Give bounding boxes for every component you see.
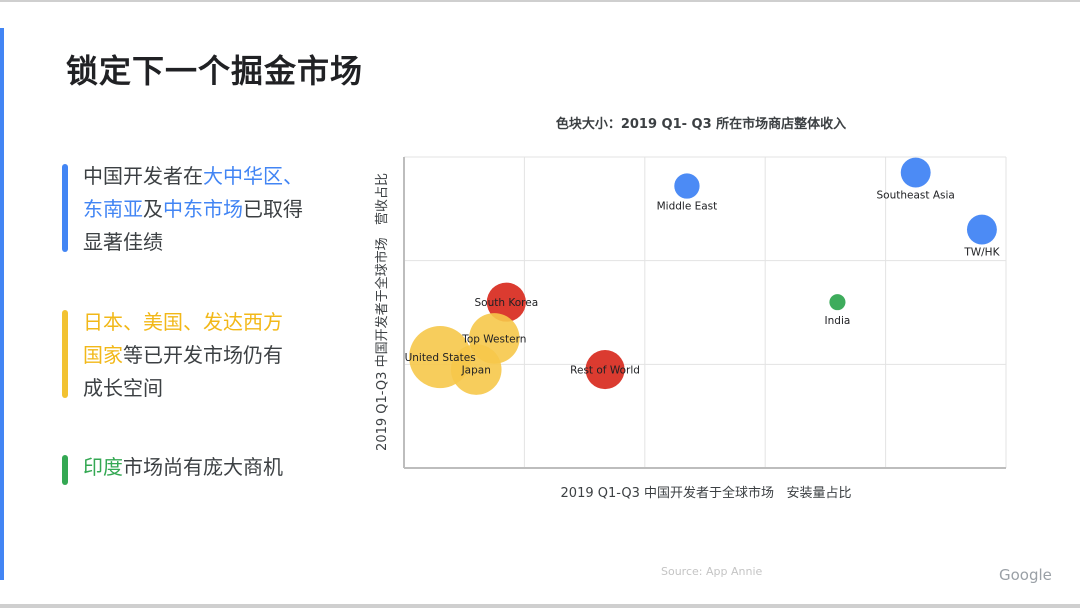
bubble-india	[829, 294, 846, 311]
point-label: United States	[405, 352, 476, 364]
chart-grid	[403, 156, 1007, 469]
bullet-segment: 成长空间	[83, 376, 163, 400]
bullet-segment: 中国开发者在	[83, 164, 203, 188]
point-label: Japan	[461, 365, 491, 377]
source-note: Source: App Annie	[661, 565, 763, 578]
bullet-marker-green	[62, 455, 68, 485]
bullet-marker-blue	[62, 164, 68, 252]
left-accent-bar	[0, 28, 4, 580]
point-label: India	[825, 315, 851, 327]
bullet-line: 中国开发者在大中华区、	[83, 160, 303, 193]
bullet-line: 东南亚及中东市场已取得	[83, 193, 303, 226]
google-logo: Google	[999, 566, 1052, 584]
bullet-line: 日本、美国、发达西方	[83, 306, 283, 339]
bubble-southeast-asia	[900, 157, 931, 188]
x-axis-label: 2019 Q1-Q3 中国开发者于全球市场 安装量占比	[561, 485, 852, 501]
highlighted-text: 国家	[83, 343, 123, 367]
bullet-line: 印度市场尚有庞大商机	[83, 451, 283, 484]
bubble-middle-east	[674, 173, 700, 199]
slide-title: 锁定下一个掘金市场	[66, 52, 364, 90]
bottom-border	[0, 604, 1080, 608]
bullet-line: 显著佳绩	[83, 226, 303, 259]
highlighted-text: 印度	[83, 455, 123, 479]
bullet-line: 成长空间	[83, 372, 283, 405]
bubble-japan	[450, 344, 502, 395]
highlighted-text: 中东市场	[163, 197, 243, 221]
bullet-segment: 等已开发市场仍有	[123, 343, 283, 367]
bubble-chart: 色块大小：2019 Q1- Q3 所在市场商店整体收入 Middle East S…	[374, 116, 1007, 501]
chart-bubbles	[409, 157, 997, 395]
bullet-segment: 及	[143, 197, 163, 221]
bullet-text: 印度市场尚有庞大商机	[83, 451, 283, 484]
bubble-tw-hk	[966, 214, 997, 245]
highlighted-text: 大中华区、	[203, 164, 303, 188]
bullet-marker-yellow	[62, 310, 68, 398]
chart-title: 色块大小：2019 Q1- Q3 所在市场商店整体收入	[556, 116, 846, 132]
point-label: South Korea	[475, 297, 539, 309]
point-label: TW/HK	[963, 247, 1000, 259]
highlighted-text: 东南亚	[83, 197, 143, 221]
bullet-text: 日本、美国、发达西方 国家等已开发市场仍有 成长空间	[83, 306, 283, 405]
bullet-segment: 显著佳绩	[83, 230, 163, 254]
point-label: Southeast Asia	[877, 190, 955, 202]
bullet-segment: 市场尚有庞大商机	[123, 455, 283, 479]
bubble-rest-of-world	[585, 349, 625, 390]
highlighted-text: 日本、美国、发达西方	[83, 310, 283, 334]
bubble-south-korea	[486, 282, 526, 322]
top-border	[0, 0, 1080, 2]
bullet-line: 国家等已开发市场仍有	[83, 339, 283, 372]
bullet-text: 中国开发者在大中华区、 东南亚及中东市场已取得 显著佳绩	[83, 160, 303, 259]
point-label: Middle East	[657, 201, 718, 213]
point-label: Top Western	[461, 333, 526, 345]
y-axis-label: 2019 Q1-Q3 中国开发者于全球市场 营收占比	[374, 173, 390, 451]
chart-point-labels: Middle East Southeast Asia TW/HK India South…	[405, 190, 1001, 377]
bullet-segment: 已取得	[243, 197, 303, 221]
point-label: Rest of World	[570, 365, 640, 377]
